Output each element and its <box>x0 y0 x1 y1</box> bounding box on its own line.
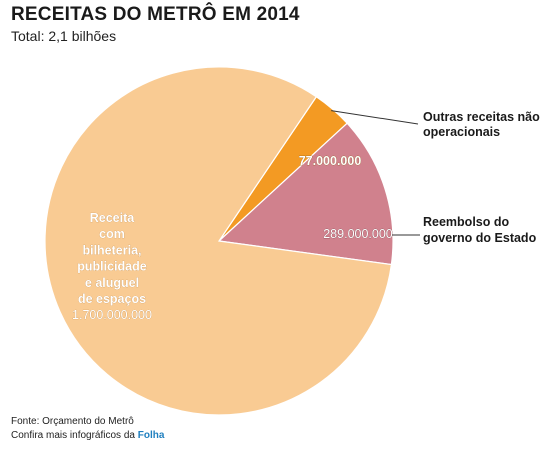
slice-1-leader-line <box>331 110 419 125</box>
slice-0-label-line: e aluguel <box>85 276 139 290</box>
pie-slice-0 <box>44 66 393 416</box>
pie-slice-2 <box>217 122 394 266</box>
chart-title: RECEITAS DO METRÔ EM 2014 <box>11 4 300 25</box>
slice-0-label-line: com <box>99 227 125 241</box>
source-note: Fonte: Orçamento do Metrô <box>11 416 134 427</box>
slice-0-label-line: Receita <box>90 211 136 225</box>
slice-0-label-line: bilheteria, <box>82 243 141 257</box>
pie-slices <box>44 66 394 416</box>
slice-0-label-line: publicidade <box>77 260 147 274</box>
folha-link[interactable]: Folha <box>137 430 165 441</box>
slice-2-label-line: governo do Estado <box>423 231 537 245</box>
slice-1-label-line: operacionais <box>423 125 500 139</box>
slice-0-value-label: 1.700.000.000 <box>72 308 152 322</box>
slice-1-value-label: 77.000.000 <box>299 154 362 168</box>
slice-0-label-line: de espaços <box>78 292 146 306</box>
slice-2-label-line: Reembolso do <box>423 215 509 229</box>
more-infographics-line: Confira mais infográficos da Folha <box>11 429 164 443</box>
more-infographics-text: Confira mais infográficos da <box>11 430 135 441</box>
slice-2-value-label: 289.000.000 <box>323 227 393 241</box>
pie-labels: Receita com bilheteria, publicidade e alugue… <box>72 110 540 322</box>
chart-footer: Fonte: Orçamento do Metrô Confira mais i… <box>11 415 164 443</box>
chart-subtitle: Total: 2,1 bilhões <box>11 28 117 44</box>
slice-1-label-line: Outras receitas não <box>423 110 540 124</box>
